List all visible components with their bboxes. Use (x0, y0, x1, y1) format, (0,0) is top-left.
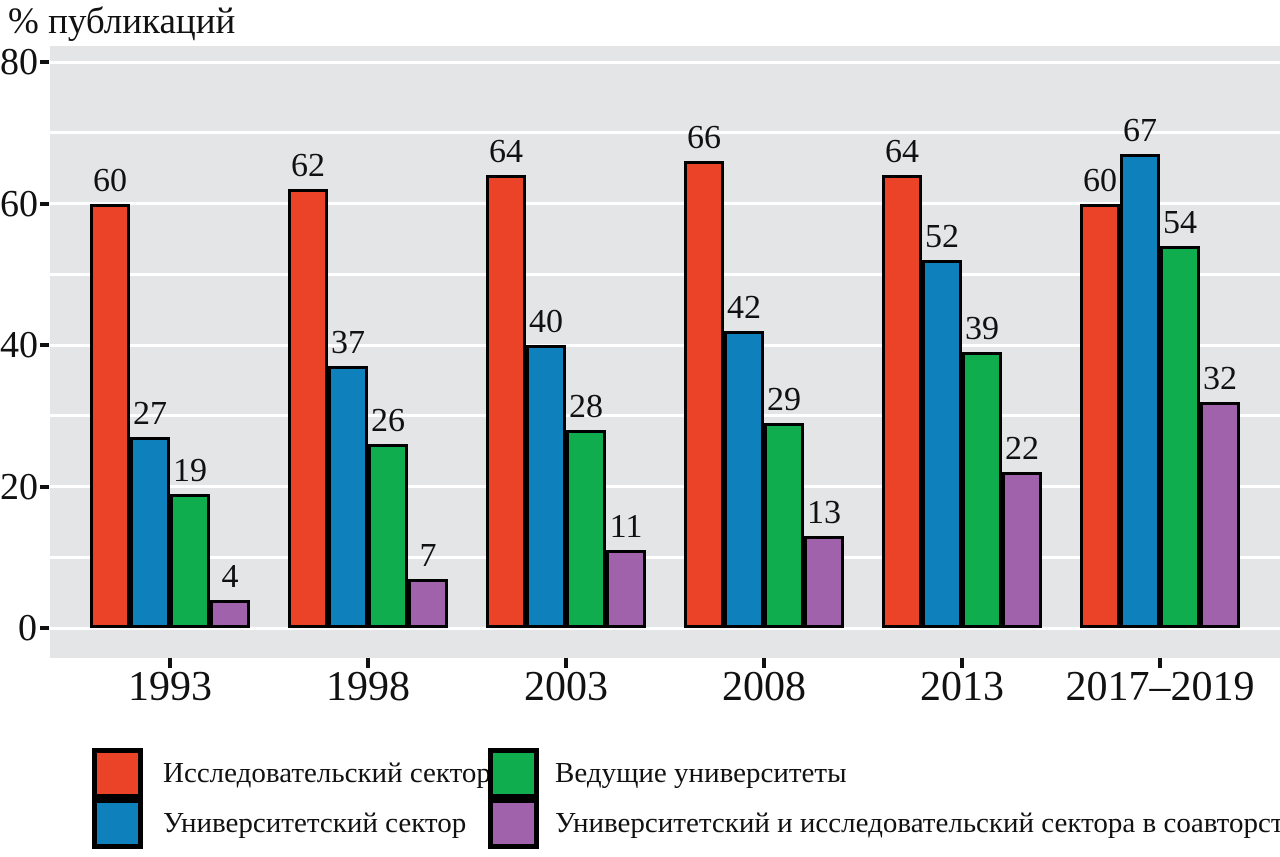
bar (1120, 154, 1160, 628)
legend-swatch (92, 748, 143, 799)
gridline (50, 202, 1280, 205)
bar (764, 422, 804, 628)
bar-value-label: 52 (925, 218, 959, 256)
legend-swatch (92, 798, 143, 849)
y-axis-title: % публикаций (8, 1, 236, 42)
bar (804, 536, 844, 628)
bar (1002, 472, 1042, 628)
bar-value-label: 27 (133, 395, 167, 432)
bar (1200, 401, 1240, 628)
bar-value-label: 26 (371, 402, 405, 439)
bar-value-label: 64 (885, 133, 919, 171)
bar-value-label: 42 (727, 288, 761, 326)
bar-value-label: 60 (93, 161, 127, 199)
bar-value-label: 28 (569, 387, 603, 425)
bar-value-label: 64 (489, 133, 523, 171)
bar (882, 175, 922, 628)
bar-value-label: 11 (609, 508, 643, 546)
legend-label: Университетский сектор (163, 807, 467, 839)
bar (170, 493, 210, 628)
bar-value-label: 40 (529, 303, 563, 340)
bar-value-label: 62 (291, 147, 325, 185)
bar (962, 352, 1002, 628)
bar (130, 437, 170, 628)
bar-value-label: 19 (173, 451, 207, 489)
bar (922, 260, 962, 628)
bar (1080, 203, 1120, 628)
gridline (50, 414, 1280, 418)
gridline (50, 131, 1280, 135)
bar-value-label: 22 (1005, 430, 1039, 468)
bar-value-label: 39 (965, 310, 999, 348)
gridline (50, 555, 1280, 559)
bar (526, 345, 566, 628)
gridline (50, 272, 1280, 276)
bar-value-label: 4 (221, 557, 239, 595)
bar-value-label: 29 (767, 380, 801, 418)
bar (486, 175, 526, 628)
bar-value-label: 32 (1203, 359, 1237, 397)
bar (566, 429, 606, 628)
legend-swatch (488, 798, 539, 849)
bar-value-label: 37 (331, 324, 365, 362)
bar (606, 550, 646, 628)
bar (724, 330, 764, 628)
bar (90, 203, 130, 628)
gridline (50, 60, 1280, 64)
bar (210, 599, 250, 628)
bar (408, 578, 448, 628)
legend-label: Ведущие университеты (555, 757, 847, 789)
bar-value-label: 7 (419, 536, 437, 574)
bar-value-label: 66 (687, 119, 721, 157)
bar-value-label: 54 (1163, 203, 1197, 241)
legend-swatch (488, 748, 539, 799)
legend-label: Университетский и исследовательский сект… (555, 807, 1280, 839)
gridline (50, 626, 1280, 630)
bar (1160, 245, 1200, 628)
bar (368, 444, 408, 628)
legend-label: Исследовательский сектор (163, 757, 491, 789)
bar (288, 189, 328, 628)
gridline (50, 343, 1280, 347)
bar (684, 161, 724, 628)
gridline (50, 485, 1280, 488)
bar-value-label: 13 (807, 494, 841, 531)
plot-area: 60 27 19 4 62 37 26 7 64 40 28 11 66 42 29 13 64 52 39 22 60… (50, 46, 1280, 658)
bar-value-label: 60 (1083, 161, 1117, 199)
bar (328, 366, 368, 628)
bar-value-label: 67 (1123, 112, 1157, 149)
